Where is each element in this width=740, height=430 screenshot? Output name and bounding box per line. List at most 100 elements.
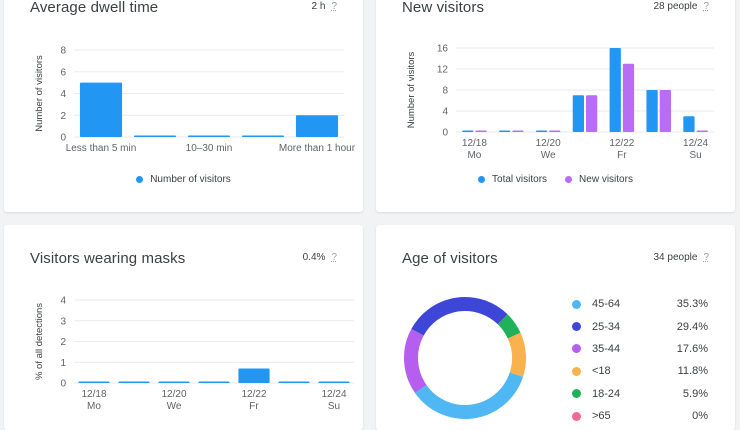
x-tick-label: More than 1 hour bbox=[279, 143, 356, 154]
age-legend-row[interactable]: >65 0% bbox=[572, 405, 708, 427]
age-legend-table: 45-64 35.3% 25-34 29.4% 35-44 17.6% <18 11.8% 18… bbox=[572, 293, 708, 427]
age-legend-row[interactable]: <18 11.8% bbox=[572, 360, 708, 382]
y-tick-label: 3 bbox=[60, 316, 66, 327]
age-label: <18 bbox=[592, 365, 611, 378]
bar bbox=[586, 95, 598, 132]
bar bbox=[241, 135, 285, 137]
new-visitors-summary: 28 people ? bbox=[654, 1, 710, 12]
age-label: 18-24 bbox=[592, 387, 621, 400]
x-tick-label: 10–30 min bbox=[186, 143, 233, 154]
x-tick-date: 12/20 bbox=[536, 138, 561, 149]
dwell-time-value: 2 h bbox=[311, 1, 326, 12]
dwell-help-icon[interactable]: ? bbox=[331, 1, 337, 12]
x-tick-date: 12/18 bbox=[462, 138, 487, 149]
y-tick-label: 8 bbox=[60, 46, 66, 57]
y-tick-label: 0 bbox=[60, 379, 66, 390]
age-label: 35-44 bbox=[592, 342, 621, 355]
legend-dot bbox=[572, 344, 581, 354]
legend-item-new-visitors[interactable]: New visitors bbox=[565, 174, 633, 185]
masks-value: 0.4% bbox=[302, 252, 326, 263]
age-value: 34 people bbox=[653, 252, 698, 263]
bar bbox=[659, 90, 671, 132]
bar bbox=[572, 95, 584, 132]
legend-dot bbox=[572, 411, 581, 421]
bar bbox=[158, 381, 190, 383]
legend-label: Total visitors bbox=[492, 174, 548, 185]
y-axis-label: % of all detections bbox=[34, 303, 45, 380]
x-tick-date: 12/22 bbox=[241, 389, 266, 400]
age-legend-row[interactable]: 35-44 17.6% bbox=[572, 338, 708, 360]
bar bbox=[278, 381, 310, 383]
bar bbox=[512, 130, 524, 132]
masks-summary: 0.4% ? bbox=[303, 252, 337, 263]
x-tick-day: Mo bbox=[87, 401, 101, 412]
dwell-time-title: Average dwell time bbox=[30, 0, 159, 16]
x-tick-date: 12/20 bbox=[161, 389, 186, 400]
legend-dot bbox=[572, 322, 581, 332]
bar bbox=[118, 381, 150, 383]
bar bbox=[549, 130, 561, 132]
x-tick-date: 12/24 bbox=[683, 138, 708, 149]
x-tick-day: We bbox=[167, 401, 182, 412]
new-visitors-title: New visitors bbox=[402, 0, 485, 16]
legend-dot bbox=[478, 176, 486, 183]
new-visitors-card: New visitors 28 people ? 0 4 8 12 16 Number o… bbox=[376, 0, 735, 212]
bar bbox=[646, 90, 658, 132]
donut-slice-45-64 bbox=[415, 372, 524, 419]
legend-label: New visitors bbox=[579, 174, 633, 185]
legend-dot bbox=[565, 176, 573, 183]
bar bbox=[78, 381, 110, 383]
age-card: Age of visitors 34 people ? 45-64 35.3% 25… bbox=[376, 225, 735, 430]
legend-dot bbox=[572, 366, 581, 376]
y-tick-label: 4 bbox=[60, 89, 66, 100]
bar bbox=[198, 381, 230, 383]
age-percent: 11.8% bbox=[677, 365, 708, 378]
age-legend-row[interactable]: 25-34 29.4% bbox=[572, 315, 708, 337]
age-title: Age of visitors bbox=[402, 250, 498, 267]
y-tick-label: 12 bbox=[437, 65, 449, 76]
y-tick-label: 1 bbox=[60, 358, 66, 369]
age-label: 25-34 bbox=[592, 320, 621, 333]
donut-slice-35-44 bbox=[404, 329, 427, 393]
new-visitors-legend: Total visitors New visitors bbox=[376, 174, 735, 185]
y-tick-label: 4 bbox=[442, 107, 448, 118]
bar bbox=[133, 135, 177, 137]
y-tick-label: 2 bbox=[60, 337, 66, 348]
x-tick-day: Fr bbox=[249, 401, 259, 412]
legend-dot bbox=[572, 389, 581, 399]
bar bbox=[79, 82, 123, 137]
bar bbox=[499, 130, 511, 132]
bar bbox=[238, 368, 270, 383]
age-percent: 35.3% bbox=[676, 298, 708, 311]
new-visitors-value: 28 people bbox=[653, 1, 698, 12]
legend-item-total-visitors[interactable]: Total visitors bbox=[478, 174, 547, 185]
age-legend-row[interactable]: 45-64 35.3% bbox=[572, 293, 708, 315]
legend-item-number-of-visitors[interactable]: Number of visitors bbox=[136, 174, 231, 185]
y-tick-label: 4 bbox=[60, 296, 66, 307]
masks-help-icon[interactable]: ? bbox=[331, 252, 337, 263]
bar bbox=[462, 130, 474, 132]
dwell-time-chart: 0 2 4 6 8 Number of visitors Less than 5 min 10… bbox=[34, 46, 356, 155]
new-visitors-help-icon[interactable]: ? bbox=[703, 1, 709, 12]
x-tick-label: Less than 5 min bbox=[66, 143, 137, 154]
age-help-icon[interactable]: ? bbox=[703, 252, 709, 263]
age-legend-row[interactable]: 18-24 5.9% bbox=[572, 383, 708, 405]
bar bbox=[696, 130, 708, 132]
y-tick-label: 0 bbox=[60, 133, 66, 144]
bar bbox=[187, 135, 231, 137]
bar bbox=[609, 48, 621, 132]
legend-dot bbox=[136, 176, 144, 183]
y-tick-label: 2 bbox=[60, 111, 66, 122]
x-tick-date: 12/22 bbox=[609, 138, 634, 149]
donut-slice-18-24 bbox=[497, 314, 521, 339]
age-percent: 0% bbox=[692, 410, 708, 423]
dwell-time-card: Average dwell time 2 h ? 0 2 4 6 8 Number of … bbox=[4, 0, 363, 212]
bar bbox=[622, 63, 635, 132]
age-percent: 17.6% bbox=[676, 342, 708, 355]
donut-slice-<18 bbox=[507, 332, 526, 377]
bar bbox=[683, 116, 695, 132]
x-tick-day: Mo bbox=[467, 150, 481, 161]
x-tick-day: Su bbox=[328, 401, 340, 412]
